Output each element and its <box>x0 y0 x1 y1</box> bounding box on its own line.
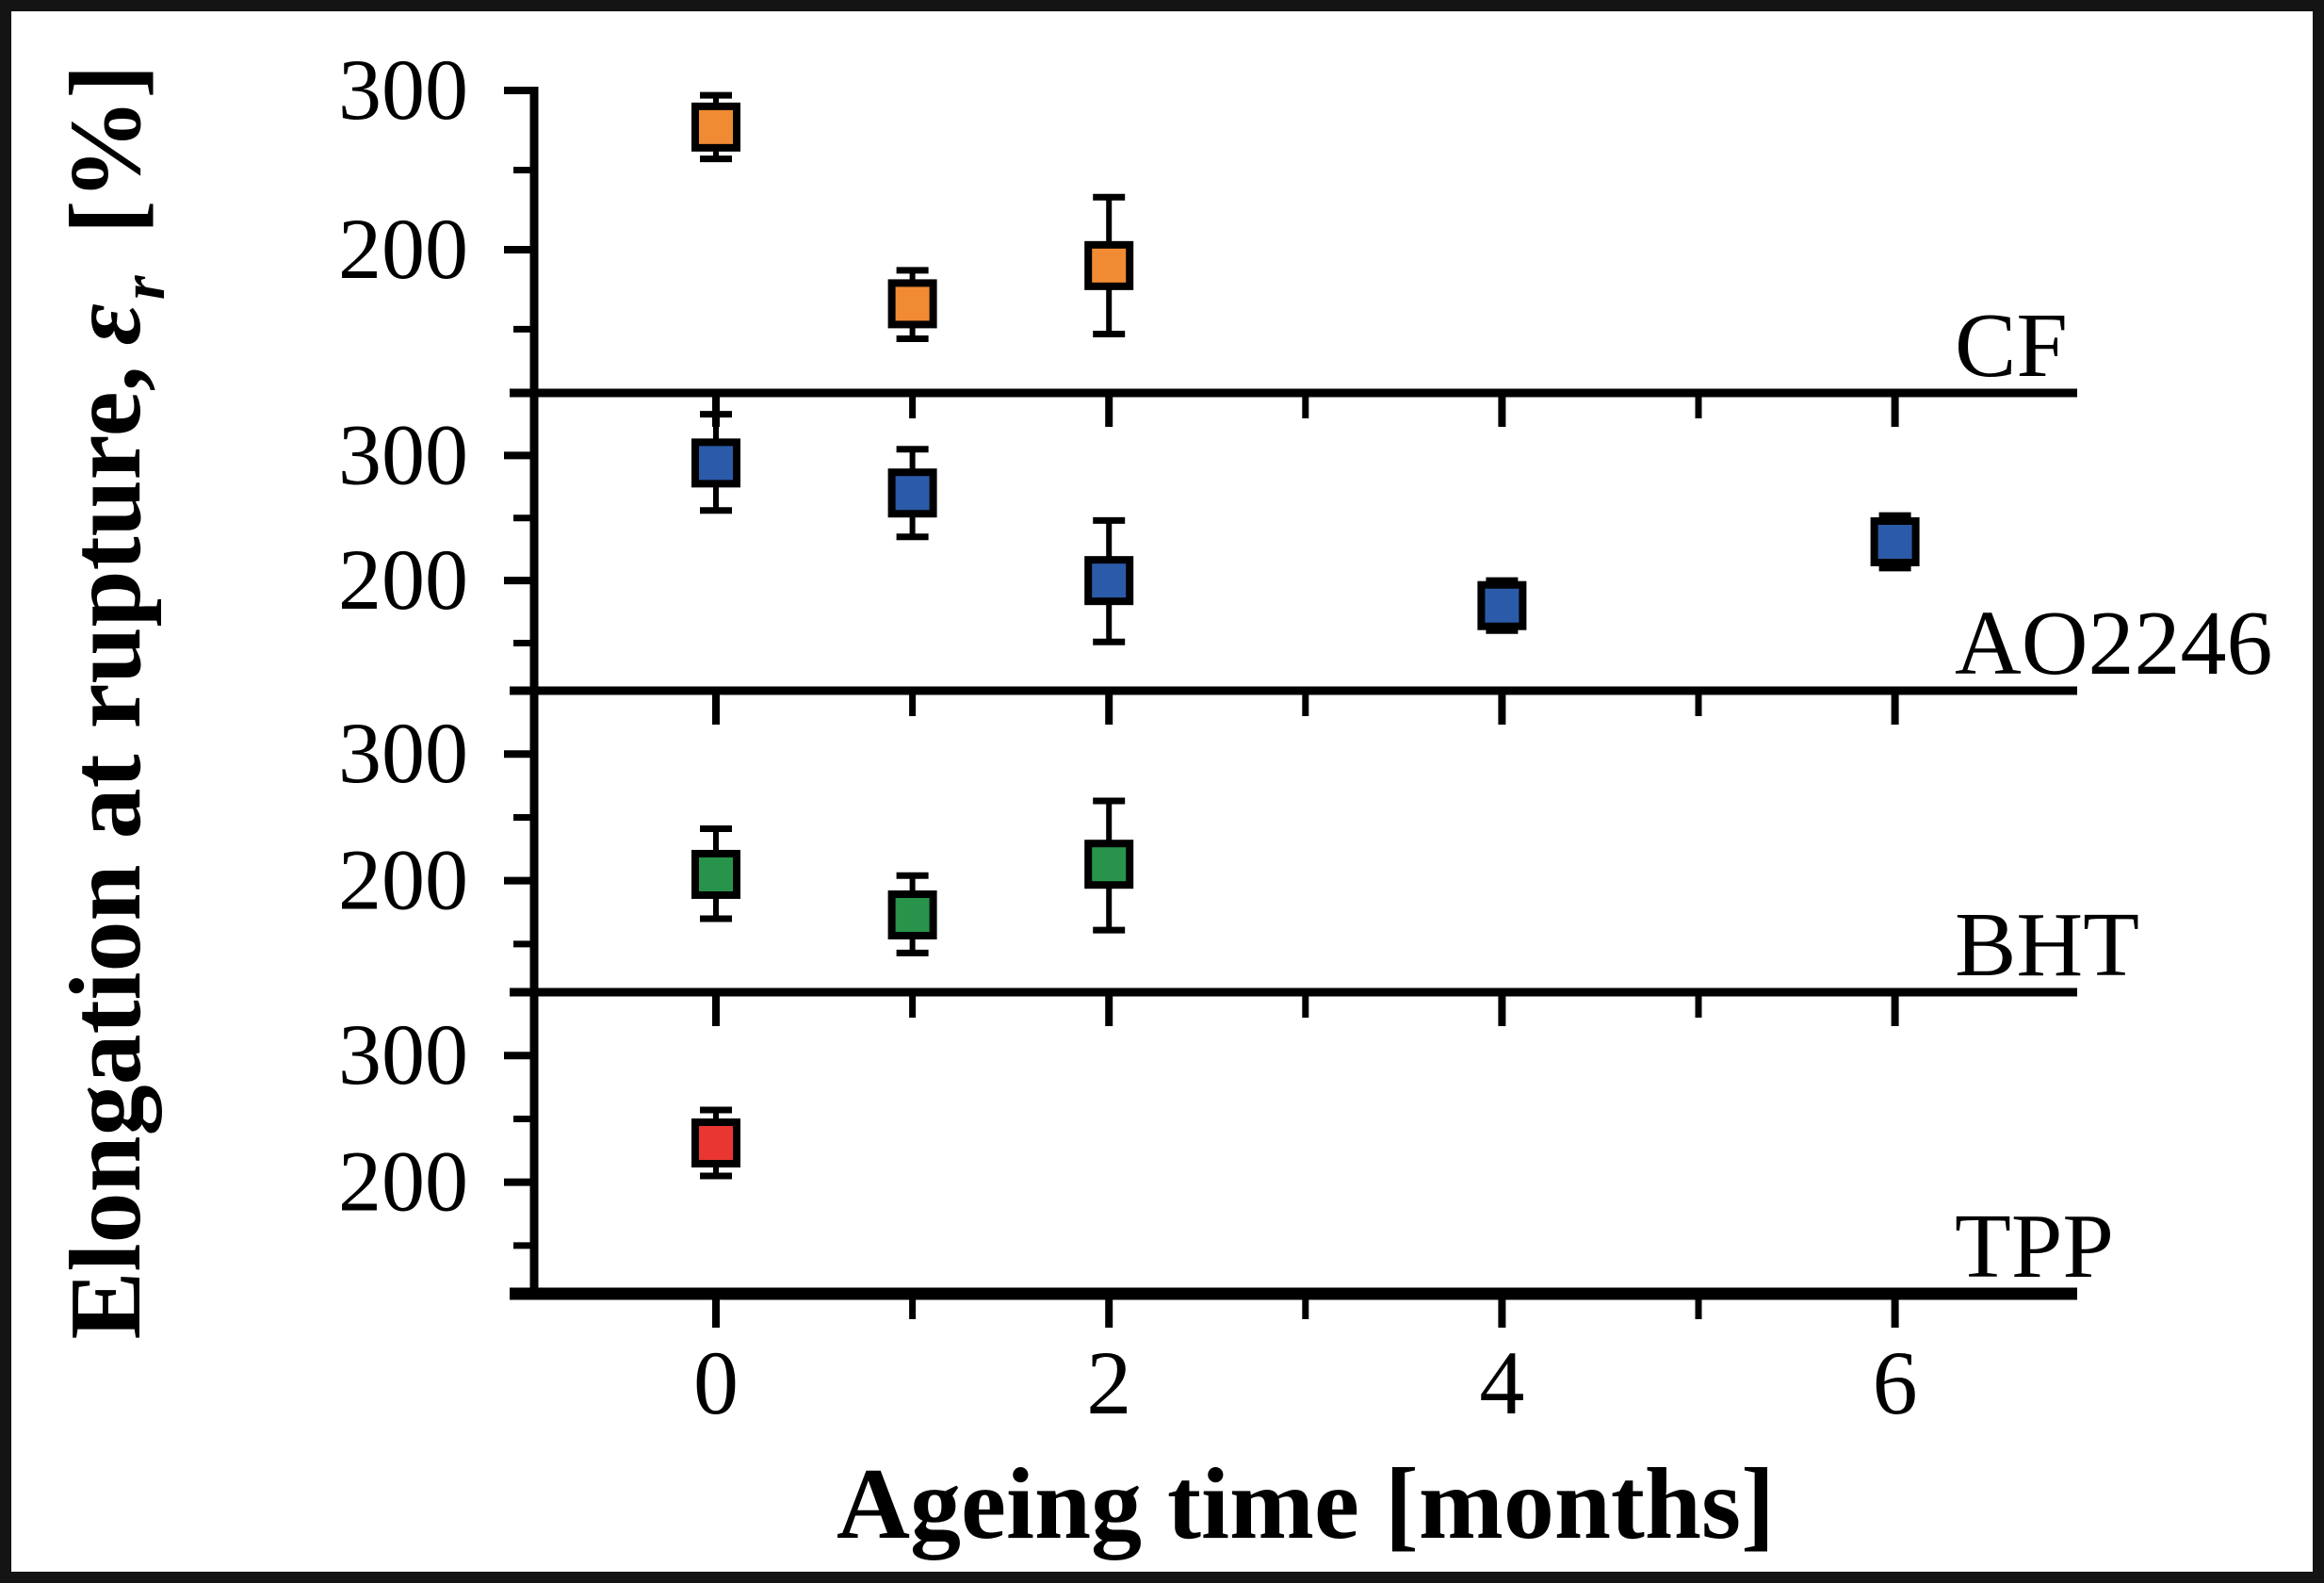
y-tick-label: 200 <box>338 531 468 628</box>
data-point-bht-m0 <box>691 825 740 922</box>
y-tick-label: 300 <box>338 41 468 138</box>
data-point-marker <box>691 102 740 152</box>
x-tick-label: 2 <box>1086 1332 1131 1433</box>
y-tick-label: 300 <box>338 406 468 502</box>
y-axis-title-text: Elongation at rupture, <box>50 366 162 1339</box>
data-point-marker <box>691 849 740 899</box>
data-point-bht-m2 <box>1084 797 1134 934</box>
data-point-marker <box>887 889 937 939</box>
y-tick-label: 300 <box>338 705 468 801</box>
data-point-tpp-m0 <box>691 1106 740 1180</box>
panel-label-ao2246: AO2246 <box>1955 593 2273 694</box>
data-point-cf-m2 <box>1084 193 1134 337</box>
data-point-cf-m1 <box>887 267 937 343</box>
x-tick-label: 0 <box>693 1332 739 1433</box>
y-tick-label: 200 <box>338 1134 468 1230</box>
data-point-marker <box>887 468 937 518</box>
x-axis-title: Ageing time [months] <box>837 1448 1775 1560</box>
data-point-ao2246-m4 <box>1477 577 1527 634</box>
data-point-marker <box>1870 517 1920 566</box>
panel-label-bht: BHT <box>1955 894 2139 996</box>
data-point-marker <box>691 438 740 488</box>
x-tick-label: 4 <box>1479 1332 1524 1433</box>
panel-label-tpp: TPP <box>1955 1196 2114 1297</box>
data-point-marker <box>1084 556 1134 606</box>
data-point-bht-m1 <box>887 872 937 956</box>
panel-label-cf: CF <box>1955 295 2068 397</box>
data-point-ao2246-m0 <box>691 411 740 514</box>
data-point-marker <box>1084 240 1134 290</box>
y-tick-label: 200 <box>338 832 468 928</box>
data-point-marker <box>887 279 937 329</box>
x-tick-label: 6 <box>1873 1332 1918 1433</box>
y-tick-label: 200 <box>338 201 468 297</box>
data-point-marker <box>1084 840 1134 889</box>
data-point-ao2246-m1 <box>887 446 937 541</box>
data-point-ao2246-m2 <box>1084 516 1134 645</box>
y-tick-label: 300 <box>338 1006 468 1102</box>
y-axis-title-subscript: r <box>109 274 178 300</box>
y-axis-title-epsilon: ε <box>50 303 162 345</box>
data-point-marker <box>691 1118 740 1167</box>
data-point-cf-m0 <box>691 91 740 163</box>
y-axis-title-unit: [%] <box>50 64 162 234</box>
data-point-ao2246-m6 <box>1870 512 1920 572</box>
y-axis-title: Elongation at rupture, εr [%] <box>50 64 178 1339</box>
data-point-marker <box>1477 580 1527 630</box>
